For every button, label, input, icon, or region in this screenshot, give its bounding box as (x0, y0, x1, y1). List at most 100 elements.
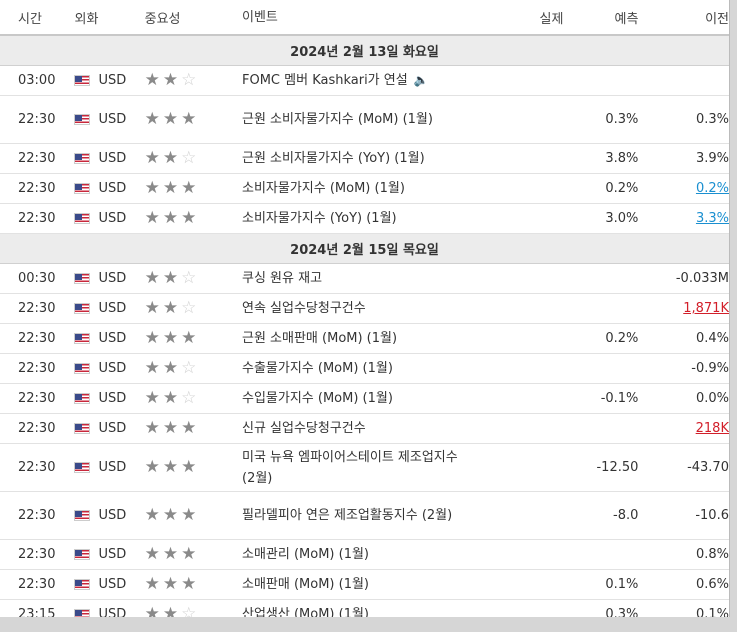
currency-code: USD (98, 421, 127, 436)
previous-value: 0.8% (638, 547, 729, 562)
event-name[interactable]: 쿠싱 원유 재고 (242, 268, 461, 289)
event-name[interactable]: FOMC 멤버 Kashkari가 연설 🔈 (242, 70, 461, 91)
importance-stars: ★ ★ ☆ (145, 150, 242, 167)
previous-value: -10.6 (638, 508, 729, 523)
event-name[interactable]: 연속 실업수당청구건수 (242, 298, 461, 319)
importance-stars: ★ ★ ★ (145, 210, 242, 227)
table-row[interactable]: 22:30 USD ★ ★ ★ 소매관리 (MoM) (1월) 0.8% (0, 540, 729, 570)
importance-stars: ★ ★ ☆ (145, 604, 242, 618)
table-row[interactable]: 23:15 USD ★ ★ ☆ 산업생산 (MoM) (1월) 0.3% 0.1% (0, 600, 729, 617)
event-name[interactable]: 소매판매 (MoM) (1월) (242, 574, 461, 595)
previous-value: -0.033M (638, 271, 729, 286)
importance-stars: ★ ★ ★ (145, 576, 242, 593)
event-name[interactable]: 근원 소매판매 (MoM) (1월) (242, 328, 461, 349)
importance-stars: ★ ★ ★ (145, 111, 242, 128)
header-currency[interactable]: 외화 (74, 11, 99, 27)
us-flag-icon (74, 609, 91, 617)
table-row[interactable]: 00:30 USD ★ ★ ☆ 쿠싱 원유 재고 -0.033M (0, 264, 729, 294)
table-row[interactable]: 22:30 USD ★ ★ ★ 소매판매 (MoM) (1월) 0.1% 0.6% (0, 570, 729, 600)
star-icon: ☆ (181, 358, 197, 378)
table-row[interactable]: 22:30 USD ★ ★ ☆ 연속 실업수당청구건수 1,871K (0, 294, 729, 324)
table-row[interactable]: 22:30 USD ★ ★ ★ 소비자물가지수 (MoM) (1월) 0.2% 0.2% (0, 174, 729, 204)
event-name-text[interactable]: 수출물가지수 (MoM) (1월) (242, 361, 393, 376)
star-icon: ★ (181, 328, 197, 348)
event-name-text[interactable]: 소매관리 (MoM) (1월) (242, 547, 370, 562)
event-name[interactable]: 소매관리 (MoM) (1월) (242, 544, 461, 565)
table-row[interactable]: 22:30 USD ★ ★ ★ 근원 소비자물가지수 (MoM) (1월) 0.3% 0.3% (0, 96, 729, 144)
us-flag-icon (74, 363, 91, 374)
event-name[interactable]: 수출물가지수 (MoM) (1월) (242, 358, 461, 379)
table-row[interactable]: 22:30 USD ★ ★ ☆ 근원 소비자물가지수 (YoY) (1월) 3.8% 3.9% (0, 144, 729, 174)
event-name-text[interactable]: 산업생산 (MoM) (1월) (242, 607, 370, 617)
currency-cell: USD (74, 361, 144, 376)
event-name-text[interactable]: 연속 실업수당청구건수 (242, 301, 366, 316)
event-name[interactable]: 근원 소비자물가지수 (YoY) (1월) (242, 148, 461, 169)
importance-stars: ★ ★ ★ (145, 507, 242, 524)
importance-stars: ★ ★ ★ (145, 459, 242, 476)
event-name-text[interactable]: 필라델피아 연은 제조업활동지수 (2월) (242, 508, 453, 523)
header-previous[interactable]: 이전 (705, 11, 729, 27)
forecast-value: 0.2% (605, 181, 639, 196)
table-row[interactable]: 22:30 USD ★ ★ ★ 근원 소매판매 (MoM) (1월) 0.2% 0.4% (0, 324, 729, 354)
previous-value-text: -0.9% (691, 361, 729, 376)
event-name-text[interactable]: 소비자물가지수 (YoY) (1월) (242, 211, 397, 226)
previous-value-text[interactable]: 218K (695, 421, 729, 436)
previous-value-text[interactable]: 0.2% (695, 181, 729, 196)
event-name[interactable]: 미국 뉴욕 엠파이어스테이트 제조업지수 (2월) (242, 447, 461, 489)
currency-cell: USD (74, 73, 144, 88)
currency-cell: USD (74, 391, 144, 406)
currency-code: USD (98, 508, 127, 523)
event-name-text[interactable]: 신규 실업수당청구건수 (242, 421, 366, 436)
header-time[interactable]: 시간 (18, 11, 42, 27)
star-icon: ★ (162, 418, 179, 438)
table-row[interactable]: 22:30 USD ★ ★ ☆ 수입물가지수 (MoM) (1월) -0.1% 0.0% (0, 384, 729, 414)
event-name[interactable]: 수입물가지수 (MoM) (1월) (242, 388, 461, 409)
event-name[interactable]: 신규 실업수당청구건수 (242, 418, 461, 439)
event-name-text[interactable]: 근원 소비자물가지수 (YoY) (1월) (242, 151, 425, 166)
forecast-value: 0.1% (605, 577, 639, 592)
event-time: 22:30 (18, 421, 56, 436)
star-icon: ★ (144, 418, 160, 438)
event-name[interactable]: 소비자물가지수 (MoM) (1월) (242, 178, 461, 199)
event-name-text[interactable]: 수입물가지수 (MoM) (1월) (242, 391, 393, 406)
currency-code: USD (98, 112, 127, 127)
star-icon: ☆ (181, 604, 197, 618)
event-name-text[interactable]: 소매판매 (MoM) (1월) (242, 577, 370, 592)
header-event[interactable]: 이벤트 (242, 9, 278, 25)
event-name-text[interactable]: 미국 뉴욕 엠파이어스테이트 제조업지수 (2월) (242, 449, 458, 486)
forecast-value: 0.2% (605, 331, 639, 346)
star-icon: ★ (144, 457, 160, 477)
event-name-text[interactable]: 소비자물가지수 (MoM) (1월) (242, 181, 405, 196)
table-row[interactable]: 22:30 USD ★ ★ ★ 소비자물가지수 (YoY) (1월) 3.0% 3.3% (0, 204, 729, 234)
event-time: 22:30 (18, 181, 56, 196)
table-row[interactable]: 22:30 USD ★ ★ ☆ 수출물가지수 (MoM) (1월) -0.9% (0, 354, 729, 384)
us-flag-icon (74, 333, 91, 344)
star-icon: ★ (144, 70, 160, 90)
table-row[interactable]: 22:30 USD ★ ★ ★ 미국 뉴욕 엠파이어스테이트 제조업지수 (2월) -12.… (0, 444, 729, 492)
currency-code: USD (98, 301, 127, 316)
previous-value-text[interactable]: 3.3% (695, 211, 729, 226)
previous-value-text[interactable]: 1,871K (683, 301, 729, 316)
event-name[interactable]: 필라델피아 연은 제조업활동지수 (2월) (242, 505, 461, 526)
event-name[interactable]: 소비자물가지수 (YoY) (1월) (242, 208, 461, 229)
table-row[interactable]: 22:30 USD ★ ★ ★ 필라델피아 연은 제조업활동지수 (2월) -8.0 -10.… (0, 492, 729, 540)
event-name-text[interactable]: 근원 소매판매 (MoM) (1월) (242, 331, 398, 346)
us-flag-icon (74, 579, 91, 590)
header-forecast[interactable]: 예측 (614, 11, 639, 27)
previous-value-text: 0.0% (695, 391, 729, 406)
event-name-text[interactable]: 근원 소비자물가지수 (MoM) (1월) (242, 112, 433, 127)
event-name[interactable]: 근원 소비자물가지수 (MoM) (1월) (242, 109, 461, 130)
forecast-value: -0.1% (600, 391, 639, 406)
currency-cell: USD (74, 508, 144, 523)
event-time: 22:30 (18, 547, 56, 562)
header-importance[interactable]: 중요성 (144, 11, 181, 27)
table-row[interactable]: 22:30 USD ★ ★ ★ 신규 실업수당청구건수 218K (0, 414, 729, 444)
header-actual[interactable]: 실제 (539, 11, 564, 27)
table-row[interactable]: 03:00 USD ★ ★ ☆ FOMC 멤버 Kashkari가 연설 🔈 (0, 66, 729, 96)
currency-cell: USD (74, 460, 144, 475)
event-name-text[interactable]: 쿠싱 원유 재고 (242, 271, 323, 286)
event-name-text[interactable]: FOMC 멤버 Kashkari가 연설 (242, 73, 408, 88)
star-icon: ★ (181, 505, 197, 525)
star-icon: ★ (162, 358, 179, 378)
event-name[interactable]: 산업생산 (MoM) (1월) (242, 604, 461, 617)
